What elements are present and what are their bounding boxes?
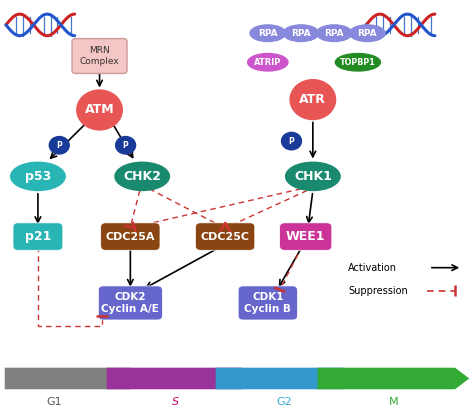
Text: TOPBP1: TOPBP1 bbox=[340, 58, 376, 67]
Ellipse shape bbox=[350, 25, 385, 42]
Text: CHK2: CHK2 bbox=[123, 170, 161, 183]
FancyBboxPatch shape bbox=[13, 223, 63, 250]
FancyBboxPatch shape bbox=[72, 39, 127, 73]
FancyBboxPatch shape bbox=[195, 223, 255, 250]
Ellipse shape bbox=[247, 54, 288, 71]
Polygon shape bbox=[5, 368, 145, 389]
FancyBboxPatch shape bbox=[280, 223, 332, 250]
FancyBboxPatch shape bbox=[99, 286, 162, 320]
Ellipse shape bbox=[10, 162, 65, 190]
Text: RPA: RPA bbox=[357, 29, 377, 38]
Polygon shape bbox=[107, 368, 256, 389]
Text: ATRIP: ATRIP bbox=[254, 58, 282, 67]
Text: RPA: RPA bbox=[258, 29, 278, 38]
Ellipse shape bbox=[283, 25, 319, 42]
Text: S: S bbox=[172, 397, 179, 407]
Text: p53: p53 bbox=[25, 170, 51, 183]
FancyBboxPatch shape bbox=[100, 223, 160, 250]
Text: Suppression: Suppression bbox=[348, 286, 408, 295]
Text: M: M bbox=[389, 397, 398, 407]
Polygon shape bbox=[318, 368, 469, 389]
Text: CDK1
Cyclin B: CDK1 Cyclin B bbox=[245, 292, 291, 314]
Circle shape bbox=[290, 80, 336, 120]
Text: CDC25A: CDC25A bbox=[106, 232, 155, 242]
Text: WEE1: WEE1 bbox=[286, 230, 326, 243]
Text: P: P bbox=[56, 141, 62, 150]
Text: RPA: RPA bbox=[291, 29, 311, 38]
Ellipse shape bbox=[115, 162, 169, 190]
Text: G2: G2 bbox=[276, 397, 292, 407]
Circle shape bbox=[49, 137, 69, 154]
Text: ATM: ATM bbox=[85, 103, 114, 117]
Text: Activation: Activation bbox=[348, 263, 397, 273]
Polygon shape bbox=[216, 368, 358, 389]
Text: G1: G1 bbox=[47, 397, 62, 407]
Text: P: P bbox=[289, 137, 294, 146]
Text: CHK1: CHK1 bbox=[294, 170, 332, 183]
Circle shape bbox=[282, 132, 301, 150]
Text: CDC25C: CDC25C bbox=[201, 232, 250, 242]
Text: MRN
Complex: MRN Complex bbox=[80, 46, 119, 66]
Text: ATR: ATR bbox=[300, 93, 326, 106]
Circle shape bbox=[77, 90, 122, 130]
FancyBboxPatch shape bbox=[238, 286, 298, 320]
Ellipse shape bbox=[250, 25, 285, 42]
Text: p21: p21 bbox=[25, 230, 51, 243]
Text: P: P bbox=[123, 141, 128, 150]
Text: CDK2
Cyclin A/E: CDK2 Cyclin A/E bbox=[101, 292, 159, 314]
Ellipse shape bbox=[316, 25, 352, 42]
Ellipse shape bbox=[285, 162, 340, 190]
Ellipse shape bbox=[336, 54, 380, 71]
Text: RPA: RPA bbox=[324, 29, 344, 38]
Circle shape bbox=[116, 137, 136, 154]
